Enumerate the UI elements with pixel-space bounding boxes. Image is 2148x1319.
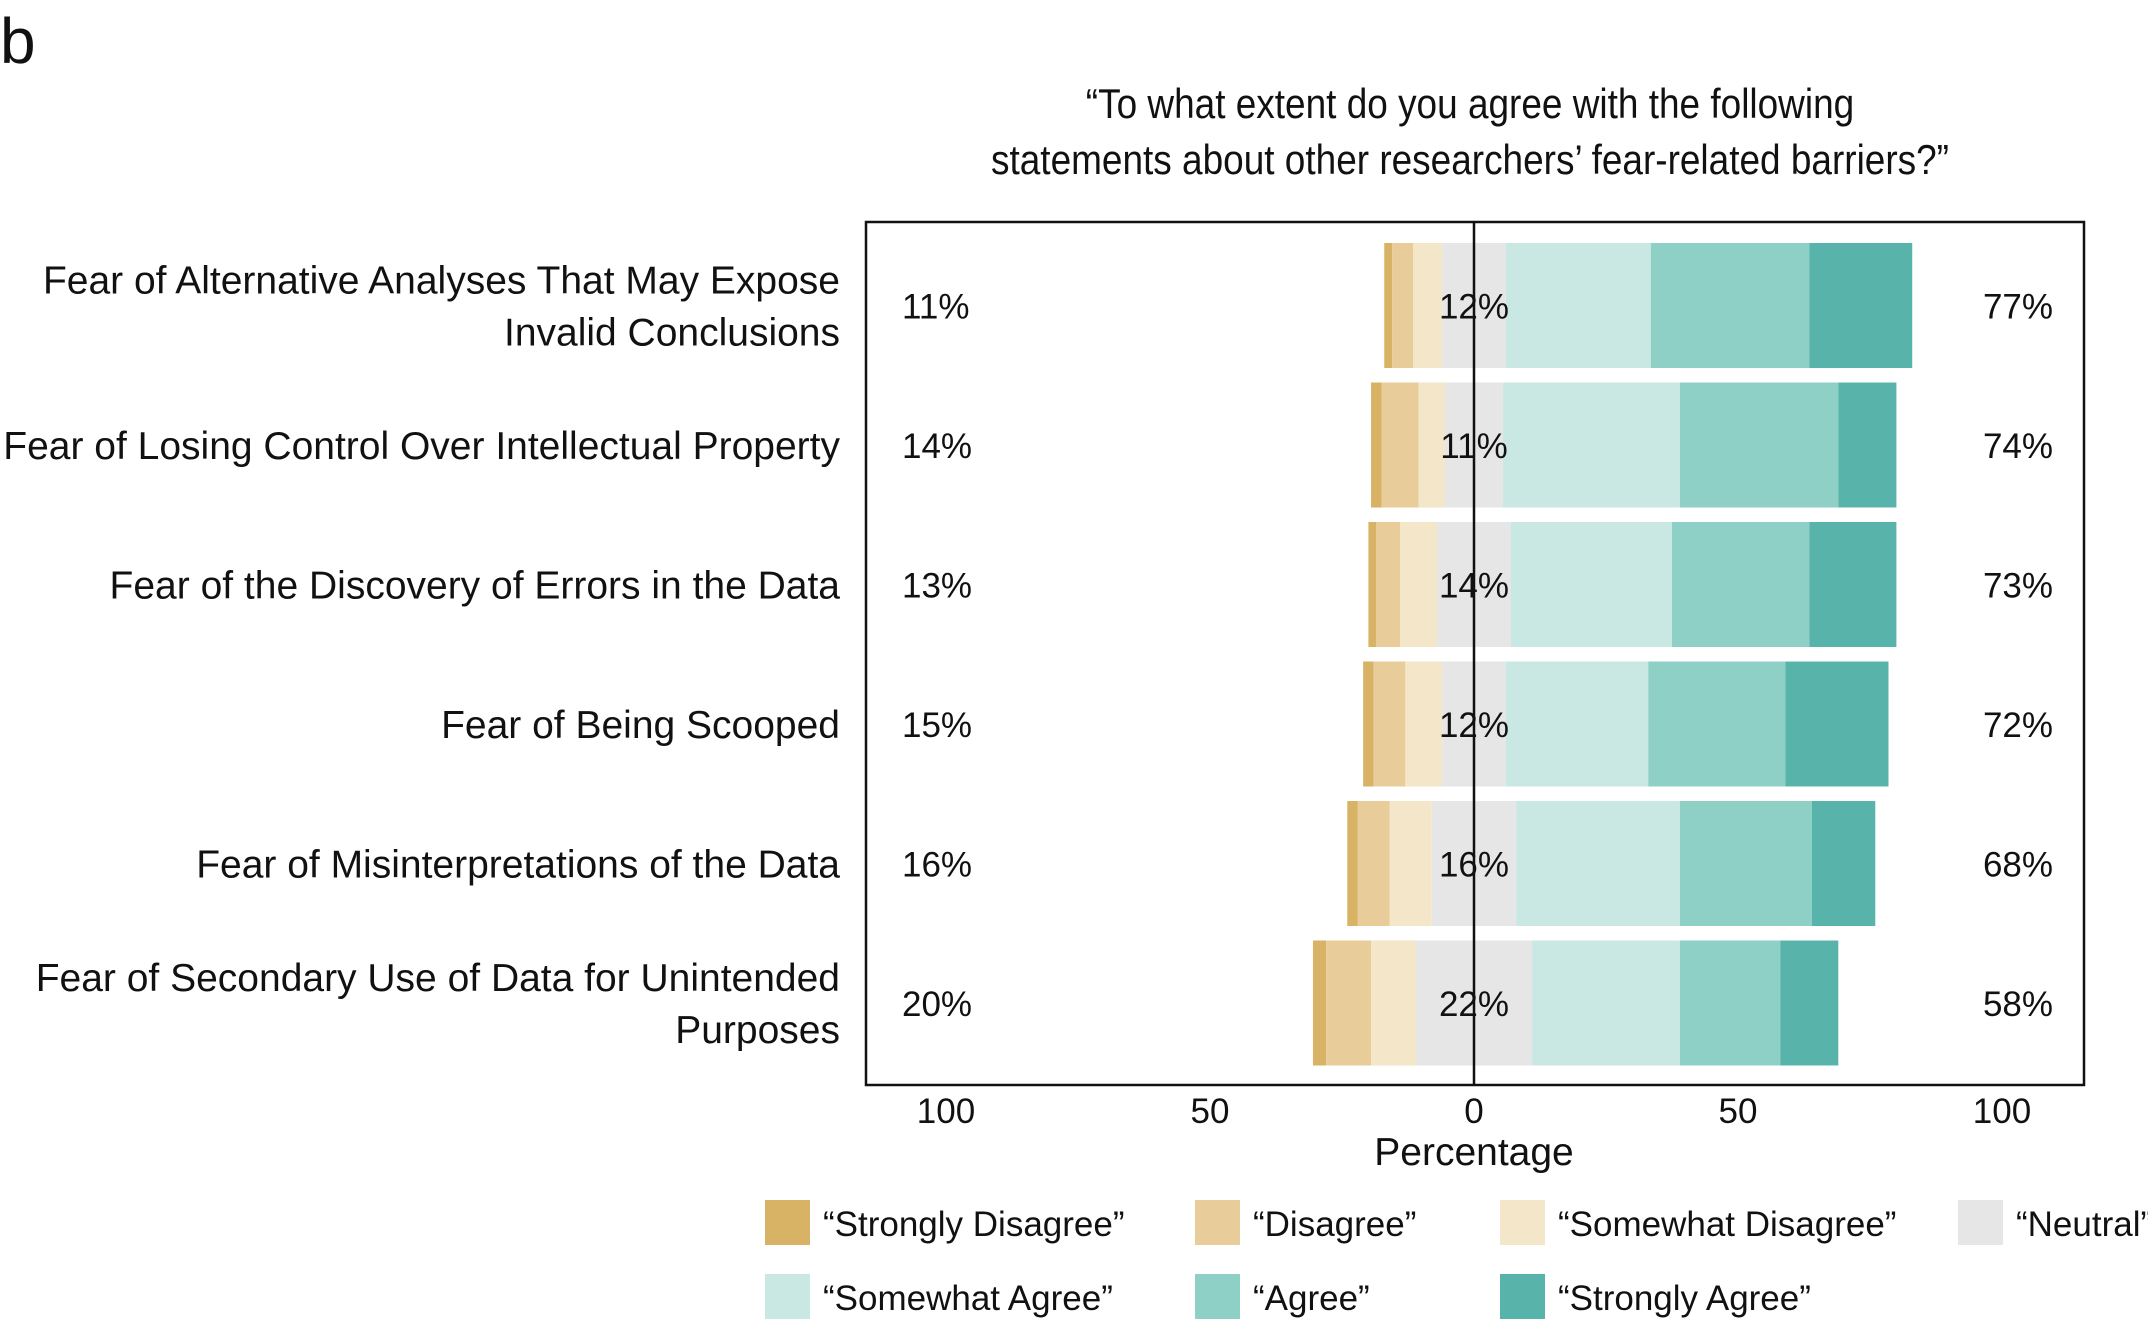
chart-title-line-1: “To what extent do you agree with the fo… <box>1085 80 1855 127</box>
bar-segment-5-3 <box>1389 801 1432 926</box>
neutral-percent-label-1: 12% <box>1439 288 1509 327</box>
category-label-1: Fear of Alternative Analyses That May Ex… <box>43 260 840 355</box>
bar-segment-1-6 <box>1650 243 1810 368</box>
bar-segment-6-1 <box>1312 940 1327 1066</box>
x-tick-label-2: 50 <box>1191 1092 1230 1131</box>
left-percent-label-2: 14% <box>902 427 972 466</box>
category-labels-group: Fear of Alternative Analyses That May Ex… <box>3 260 840 1053</box>
bar-segment-1-1 <box>1384 243 1393 368</box>
bar-segment-1-5 <box>1505 243 1651 368</box>
bar-segment-3-2 <box>1376 522 1401 647</box>
left-percent-label-5: 16% <box>902 846 972 885</box>
x-tick-label-3: 0 <box>1464 1092 1483 1131</box>
bar-segment-1-7 <box>1809 243 1913 368</box>
category-label-2: Fear of Losing Control Over Intellectual… <box>3 425 840 468</box>
bar-segment-6-5 <box>1532 940 1680 1066</box>
category-label-line: Fear of Being Scooped <box>441 704 840 747</box>
category-label-4: Fear of Being Scooped <box>441 704 840 747</box>
bar-segment-4-3 <box>1405 661 1443 787</box>
bar-segment-5-6 <box>1679 801 1812 926</box>
bar-segment-4-7 <box>1785 661 1889 787</box>
bar-segment-6-2 <box>1326 940 1372 1066</box>
legend-swatch-7 <box>1500 1274 1545 1319</box>
category-label-line: Fear of Alternative Analyses That May Ex… <box>43 260 840 303</box>
bar-segment-4-6 <box>1648 661 1786 787</box>
legend-label-2: “Disagree” <box>1253 1205 1416 1244</box>
bar-segment-2-1 <box>1371 382 1382 508</box>
category-label-line: Fear of Secondary Use of Data for Uninte… <box>36 957 840 1000</box>
bar-segment-2-2 <box>1381 382 1419 508</box>
bar-segment-3-7 <box>1809 522 1897 647</box>
neutral-percent-label-5: 16% <box>1439 846 1509 885</box>
neutral-percent-label-6: 22% <box>1439 985 1509 1024</box>
right-percent-label-6: 58% <box>1983 985 2053 1024</box>
panel-letter: b <box>0 5 36 77</box>
legend-swatch-3 <box>1500 1200 1545 1245</box>
category-label-line: Fear of Losing Control Over Intellectual… <box>3 425 840 468</box>
category-label-line: Fear of Misinterpretations of the Data <box>196 844 840 887</box>
legend-swatch-1 <box>765 1200 810 1245</box>
category-label-line: Invalid Conclusions <box>504 312 840 355</box>
legend-label-4: “Neutral” <box>2016 1205 2148 1244</box>
bar-segment-3-5 <box>1510 522 1672 647</box>
bar-segment-4-1 <box>1363 661 1374 787</box>
percent-labels-group: 11% 12% 77% 14% 11% 74% 13% 14% 73% 15% 12% 72% 16% 1… <box>902 288 2053 1025</box>
bar-segment-3-6 <box>1672 522 1810 647</box>
legend-swatch-6 <box>1195 1274 1240 1319</box>
bar-segment-6-7 <box>1780 940 1839 1066</box>
legend-swatch-5 <box>765 1274 810 1319</box>
legend-label-6: “Agree” <box>1253 1279 1370 1318</box>
bar-segment-1-2 <box>1392 243 1414 368</box>
bar-segment-3-1 <box>1368 522 1377 647</box>
bar-segment-6-6 <box>1679 940 1781 1066</box>
bar-segment-5-2 <box>1357 801 1390 926</box>
legend-label-7: “Strongly Agree” <box>1558 1279 1811 1318</box>
right-percent-label-3: 73% <box>1983 567 2053 606</box>
legend-label-5: “Somewhat Agree” <box>823 1279 1113 1318</box>
left-percent-label-4: 15% <box>902 706 972 745</box>
left-percent-label-6: 20% <box>902 985 972 1024</box>
x-axis-ticks-group: 100 50 0 50 100 <box>917 1092 2031 1131</box>
chart-title: “To what extent do you agree with the fo… <box>933 76 2007 188</box>
neutral-percent-label-2: 11% <box>1440 427 1507 466</box>
left-percent-label-1: 11% <box>902 288 969 327</box>
category-label-line: Fear of the Discovery of Errors in the D… <box>110 565 841 608</box>
legend-swatch-2 <box>1195 1200 1240 1245</box>
legend-label-3: “Somewhat Disagree” <box>1558 1205 1896 1244</box>
legend: “Strongly Disagree” “Disagree” “Somewhat D… <box>765 1200 2148 1319</box>
neutral-percent-label-4: 12% <box>1439 706 1509 745</box>
bar-segment-2-3 <box>1418 382 1445 508</box>
bar-segment-5-1 <box>1347 801 1358 926</box>
bar-segment-2-7 <box>1838 382 1897 508</box>
right-percent-label-1: 77% <box>1983 288 2053 327</box>
bar-segment-3-3 <box>1400 522 1438 647</box>
x-tick-label-4: 50 <box>1719 1092 1758 1131</box>
x-tick-label-1: 100 <box>917 1092 975 1131</box>
x-axis-title: Percentage <box>1374 1131 1573 1174</box>
bar-segment-6-3 <box>1371 940 1416 1066</box>
chart-title-line-2: statements about other researchers’ fear… <box>991 136 1949 183</box>
right-percent-label-2: 74% <box>1983 427 2053 466</box>
legend-swatch-4 <box>1958 1200 2003 1245</box>
left-percent-label-3: 13% <box>902 567 972 606</box>
bar-segment-5-7 <box>1811 801 1876 926</box>
category-label-5: Fear of Misinterpretations of the Data <box>196 844 840 887</box>
bar-segment-4-5 <box>1505 661 1649 787</box>
neutral-percent-label-3: 14% <box>1439 567 1509 606</box>
bar-segment-1-3 <box>1413 243 1443 368</box>
legend-label-1: “Strongly Disagree” <box>823 1205 1125 1244</box>
right-percent-label-5: 68% <box>1983 846 2053 885</box>
category-label-line: Purposes <box>675 1009 840 1052</box>
x-tick-label-5: 100 <box>1973 1092 2031 1131</box>
category-label-3: Fear of the Discovery of Errors in the D… <box>110 565 841 608</box>
bars-group <box>1312 243 1913 1066</box>
bar-segment-4-2 <box>1373 661 1406 787</box>
right-percent-label-4: 72% <box>1983 706 2053 745</box>
plot-frame <box>864 220 2086 1087</box>
category-label-6: Fear of Secondary Use of Data for Uninte… <box>36 957 840 1052</box>
bar-segment-2-6 <box>1679 382 1839 508</box>
bar-segment-5-5 <box>1516 801 1680 926</box>
bar-segment-2-5 <box>1503 382 1680 508</box>
